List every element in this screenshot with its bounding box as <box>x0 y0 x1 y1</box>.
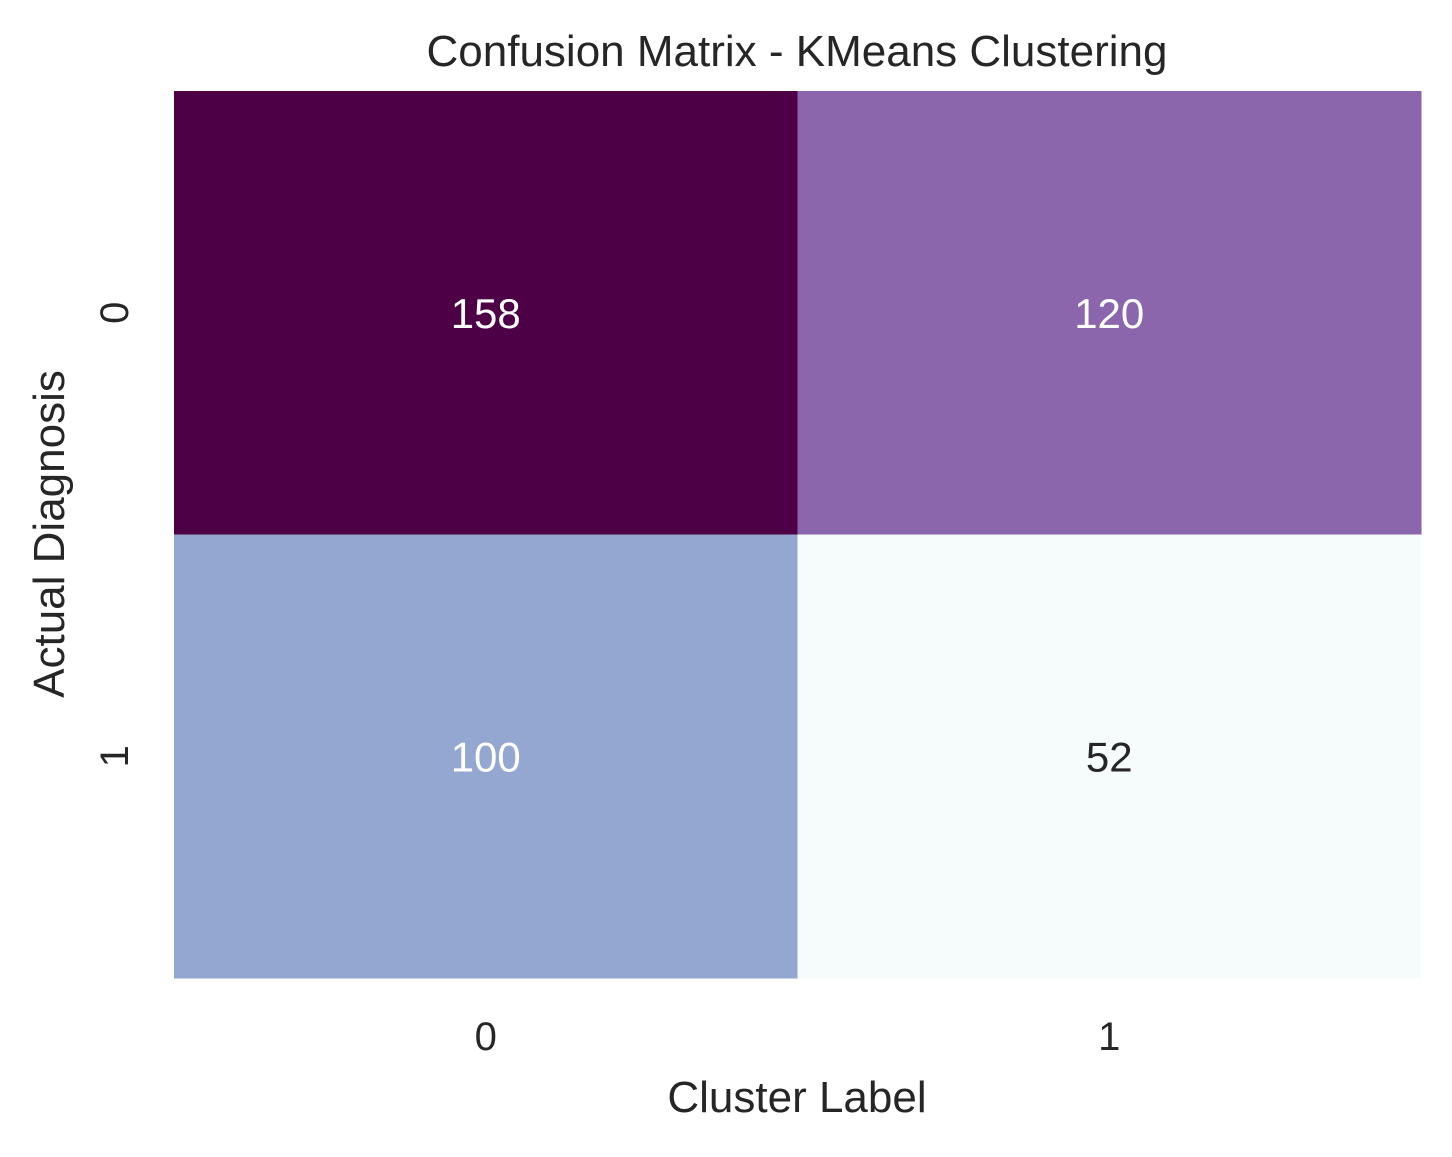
heatmap-cells <box>174 91 1422 979</box>
cell-value-0-1: 120 <box>1074 290 1144 337</box>
y-tick-labels: 01 <box>93 302 137 768</box>
heatmap-cell-0-1 <box>797 91 1422 535</box>
x-tick-label-0: 0 <box>475 1015 497 1059</box>
y-axis-label: Actual Diagnosis <box>25 370 74 698</box>
cell-annotations: 158 120 100 52 <box>451 290 1145 781</box>
chart-title: Confusion Matrix - KMeans Clustering <box>427 27 1168 76</box>
heatmap-cell-0-0 <box>174 91 798 535</box>
cell-value-1-0: 100 <box>451 733 521 780</box>
heatmap-cell-1-0 <box>174 534 798 979</box>
cell-value-0-0: 158 <box>451 290 521 337</box>
heatmap-cell-1-1 <box>797 534 1422 979</box>
y-tick-label-0: 0 <box>93 302 137 324</box>
x-tick-label-1: 1 <box>1098 1015 1120 1059</box>
x-axis-label: Cluster Label <box>667 1073 926 1122</box>
y-tick-label-1: 1 <box>93 745 137 767</box>
cell-value-1-1: 52 <box>1086 733 1133 780</box>
